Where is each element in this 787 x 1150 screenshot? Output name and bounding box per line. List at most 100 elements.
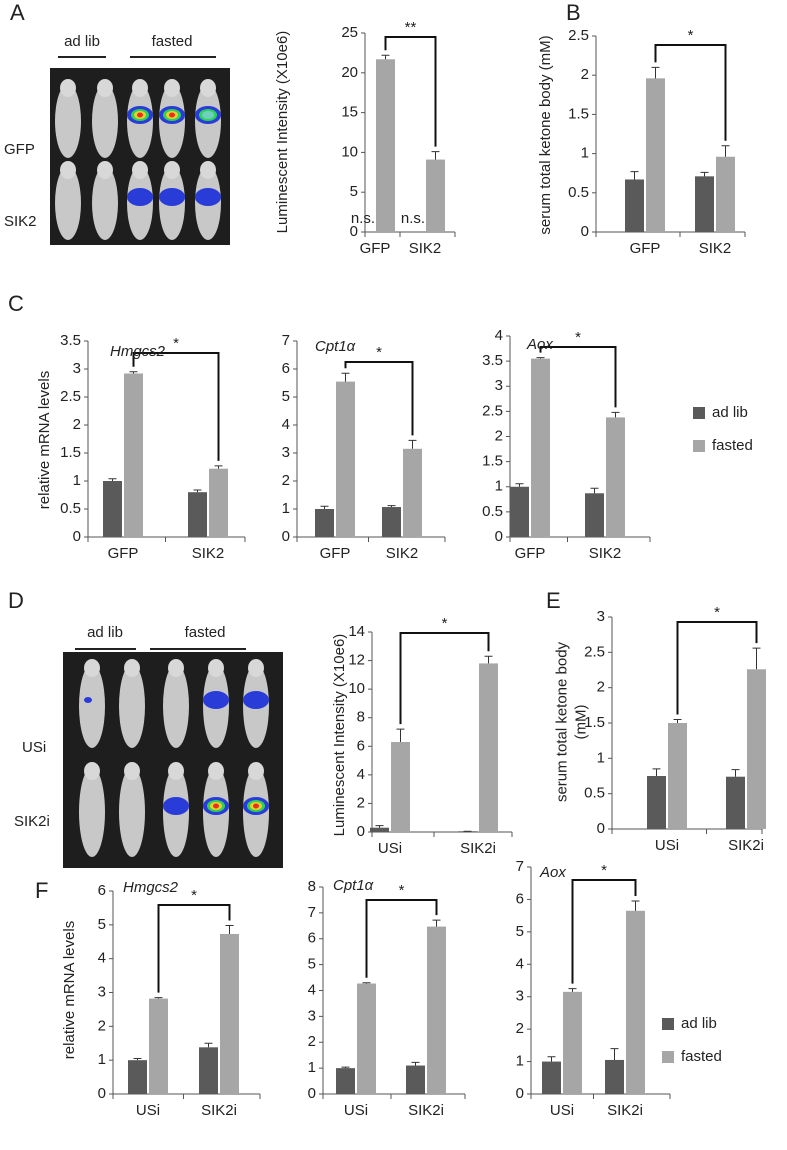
bar bbox=[382, 507, 401, 537]
bar bbox=[625, 179, 644, 232]
photo-d: ad lib fasted USi SIK2i bbox=[14, 624, 283, 868]
bar bbox=[406, 1065, 425, 1094]
error-bar bbox=[731, 769, 740, 777]
y-tick-label: 10 bbox=[341, 143, 358, 160]
error-bar bbox=[515, 483, 524, 487]
mouse-head bbox=[97, 79, 113, 97]
x-tick-label: GFP bbox=[320, 545, 351, 562]
bar bbox=[668, 723, 687, 829]
x-tick-label: SIK2i bbox=[408, 1102, 444, 1119]
bar bbox=[427, 926, 446, 1094]
group-label: fasted bbox=[152, 33, 193, 50]
y-tick-label: 3 bbox=[516, 988, 524, 1005]
y-tick-label: 3.5 bbox=[60, 332, 81, 349]
y-tick-label: 7 bbox=[308, 904, 316, 921]
error-bar bbox=[752, 647, 761, 670]
bar bbox=[646, 78, 665, 232]
mouse-head bbox=[84, 762, 100, 780]
y-tick-label: 1 bbox=[282, 500, 290, 517]
error-bar bbox=[547, 1056, 556, 1062]
significance-label: * bbox=[601, 862, 607, 879]
y-tick-label: 1.5 bbox=[568, 105, 589, 122]
error-bar bbox=[568, 988, 577, 992]
error-bar bbox=[411, 1061, 420, 1066]
significance-label: * bbox=[575, 329, 581, 346]
group-label: ad lib bbox=[64, 33, 100, 50]
panel-label: A bbox=[10, 0, 25, 25]
x-tick-label: SIK2 bbox=[192, 545, 225, 562]
significance-bracket bbox=[132, 352, 220, 461]
bar bbox=[747, 669, 766, 829]
y-tick-label: 20 bbox=[341, 64, 358, 81]
y-tick-label: 2 bbox=[357, 794, 365, 811]
y-tick-label: 1.5 bbox=[482, 453, 503, 470]
bar bbox=[531, 358, 550, 537]
y-tick-label: 15 bbox=[341, 104, 358, 121]
chart-title: Aox bbox=[539, 864, 566, 881]
mouse bbox=[163, 664, 189, 748]
y-tick-label: 1 bbox=[495, 478, 503, 495]
y-tick-label: 6 bbox=[308, 930, 316, 947]
error-bar bbox=[204, 1042, 213, 1048]
group-label: ad lib bbox=[87, 624, 123, 641]
error-bar bbox=[108, 478, 117, 481]
mouse-head bbox=[132, 161, 148, 179]
x-tick-label: SIK2i bbox=[728, 837, 764, 854]
error-bar bbox=[431, 151, 440, 160]
y-axis-label: serum total ketone body (mM) bbox=[537, 35, 554, 234]
y-tick-label: 2 bbox=[73, 416, 81, 433]
mouse bbox=[119, 664, 145, 748]
bar bbox=[585, 493, 604, 537]
y-tick-label: 3 bbox=[282, 444, 290, 461]
x-tick-label: USi bbox=[344, 1102, 368, 1119]
error-bar bbox=[630, 171, 639, 180]
y-tick-label: 1 bbox=[308, 1059, 316, 1076]
panel-label: E bbox=[546, 588, 561, 613]
signal bbox=[203, 691, 229, 709]
mouse-head bbox=[60, 79, 76, 97]
bar bbox=[128, 1060, 147, 1094]
bar bbox=[391, 742, 410, 832]
mouse-head bbox=[84, 659, 100, 677]
error-bar bbox=[396, 728, 405, 742]
y-tick-label: 1.5 bbox=[584, 714, 605, 731]
chart-title: Cpt1α bbox=[315, 338, 356, 355]
x-tick-label: GFP bbox=[630, 240, 661, 257]
signal bbox=[253, 803, 259, 809]
y-tick-label: 2 bbox=[516, 1020, 524, 1037]
legend-swatch bbox=[693, 440, 705, 452]
x-tick-label: USi bbox=[550, 1102, 574, 1119]
y-tick-label: 0 bbox=[308, 1085, 316, 1102]
bar bbox=[403, 448, 422, 537]
bar bbox=[479, 663, 498, 832]
y-tick-label: 0 bbox=[516, 1085, 524, 1102]
error-bar bbox=[536, 357, 545, 359]
y-tick-label: 3 bbox=[495, 377, 503, 394]
y-tick-label: 8 bbox=[308, 878, 316, 895]
significance-bracket bbox=[157, 904, 231, 993]
y-axis-label: relative mRNA levels bbox=[61, 921, 78, 1059]
y-tick-label: 2 bbox=[308, 1033, 316, 1050]
bar bbox=[716, 156, 735, 232]
error-bar bbox=[381, 54, 390, 60]
legend-label: fasted bbox=[681, 1048, 722, 1065]
mouse bbox=[79, 664, 105, 748]
error-bar bbox=[721, 145, 730, 157]
legend-label: ad lib bbox=[681, 1015, 717, 1032]
y-tick-label: 1 bbox=[98, 1051, 106, 1068]
y-tick-label: 4 bbox=[98, 950, 106, 967]
bar bbox=[124, 373, 143, 537]
mouse bbox=[55, 84, 81, 158]
bar bbox=[220, 933, 239, 1094]
y-tick-label: 2 bbox=[98, 1017, 106, 1034]
error-bar bbox=[375, 825, 384, 828]
y-tick-label: 2.5 bbox=[568, 27, 589, 44]
x-tick-label: SIK2i bbox=[460, 840, 496, 857]
y-tick-label: 2 bbox=[581, 66, 589, 83]
y-tick-label: 7 bbox=[516, 858, 524, 875]
y-tick-label: 0.5 bbox=[60, 500, 81, 517]
x-tick-label: SIK2 bbox=[386, 545, 419, 562]
error-bar bbox=[154, 997, 163, 999]
bar bbox=[695, 176, 714, 232]
